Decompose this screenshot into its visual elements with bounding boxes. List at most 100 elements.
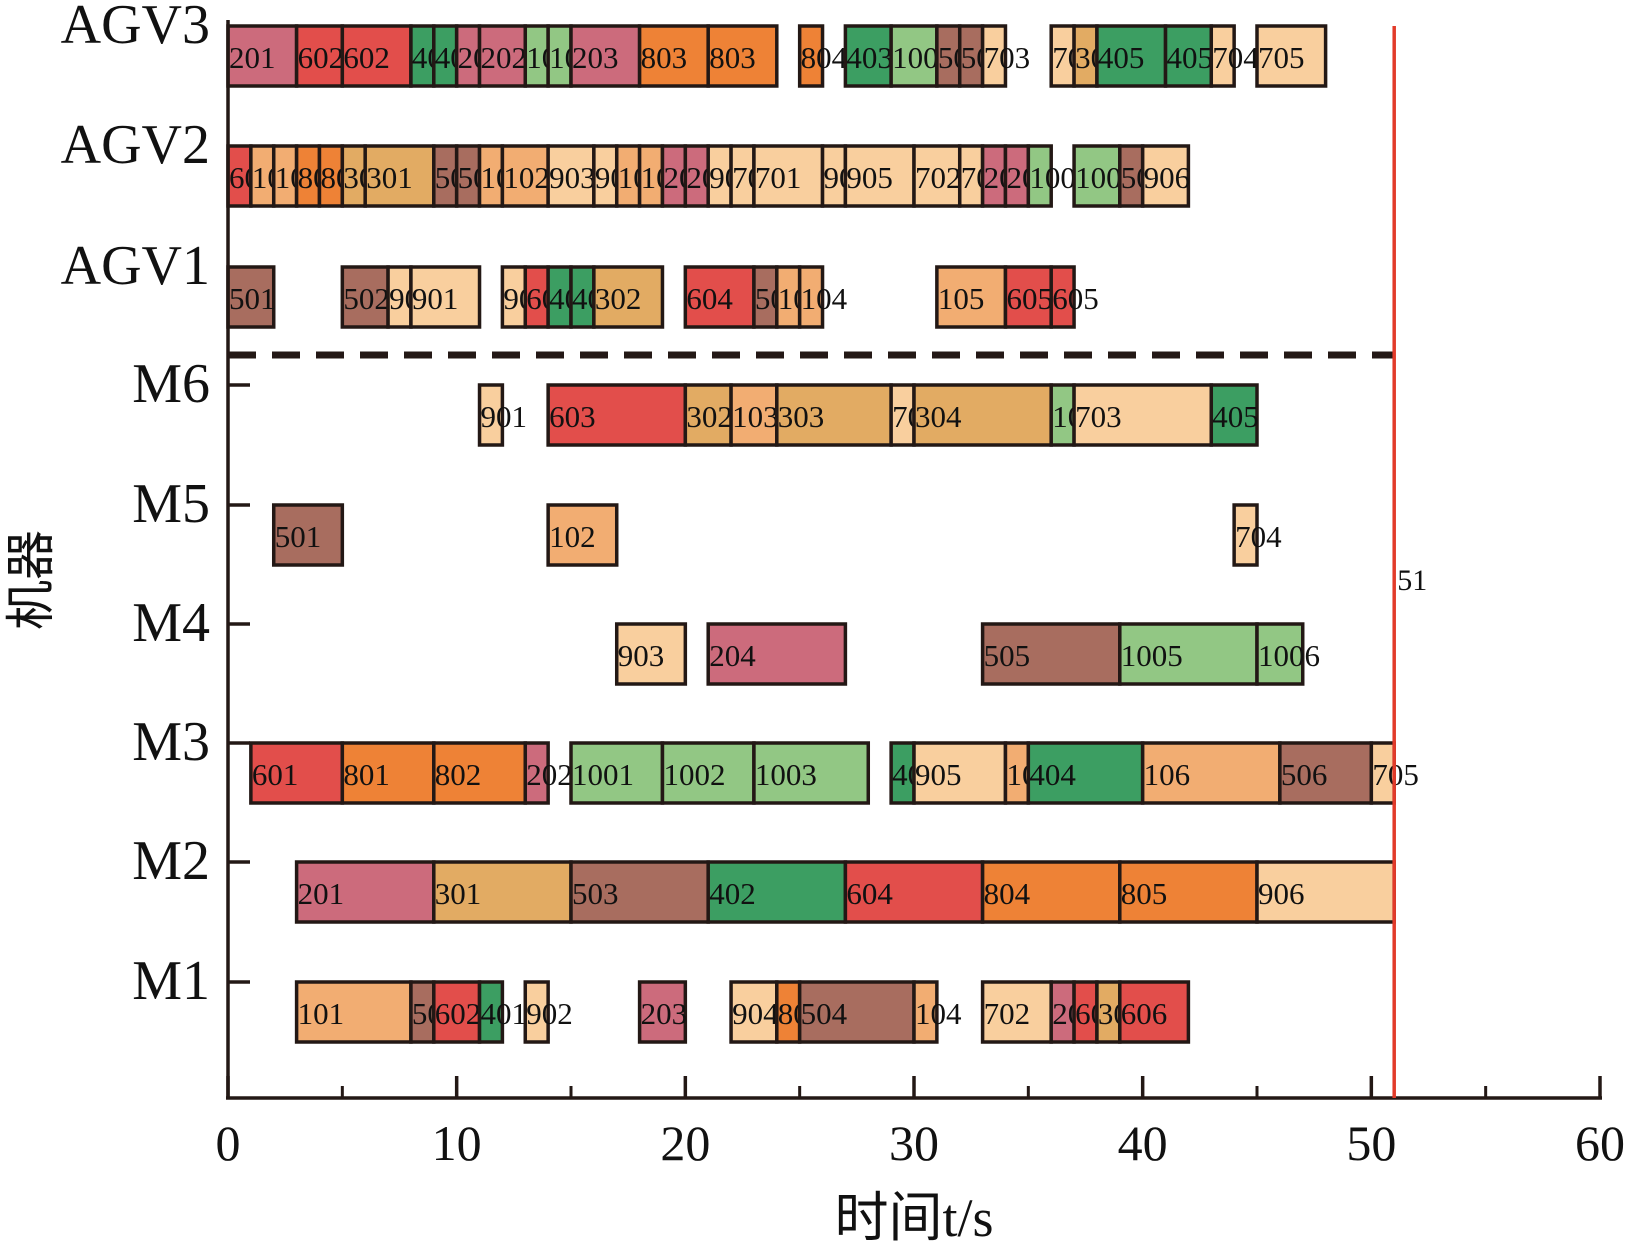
task-bar: 106 <box>1140 741 1282 805</box>
task-bar: 703 <box>980 24 1031 88</box>
task-rect <box>1003 265 1053 329</box>
task-label: 303 <box>778 399 825 434</box>
task-bar: 103 <box>729 383 779 447</box>
task-rect <box>660 741 756 805</box>
task-rect <box>1278 741 1374 805</box>
task-rect <box>614 622 688 686</box>
task-label: 602 <box>343 40 390 75</box>
y-tick-label: M6 <box>132 353 210 415</box>
task-label: 905 <box>846 160 893 195</box>
task-rect <box>1140 144 1191 208</box>
x-tick-label: 10 <box>432 1115 482 1171</box>
task-bar: 204 <box>706 622 848 686</box>
task-bar: 201 <box>226 24 299 88</box>
task-bar: 905 <box>843 144 916 208</box>
task-label: 203 <box>572 40 619 75</box>
task-label: 901 <box>481 399 528 434</box>
task-bar: 504 <box>797 980 916 1044</box>
task-rect <box>477 383 505 447</box>
task-label: 605 <box>1006 281 1053 316</box>
task-bar: 502 <box>340 265 390 329</box>
task-bar: 602 <box>294 24 345 88</box>
task-rect <box>1072 383 1214 447</box>
task-label: 403 <box>846 40 893 75</box>
task-label: 703 <box>984 40 1031 75</box>
task-bar: 202 <box>523 741 573 805</box>
task-bar: 702 <box>912 144 962 208</box>
task-label: 501 <box>229 281 276 316</box>
task-label: 402 <box>709 876 756 911</box>
task-label: 1001 <box>572 757 634 792</box>
y-tick-label: M4 <box>132 592 210 654</box>
task-label: 901 <box>412 281 459 316</box>
task-label: 603 <box>549 399 596 434</box>
task-rect <box>592 265 665 329</box>
task-bar: 105 <box>935 265 1008 329</box>
x-tick-label: 60 <box>1575 1115 1625 1171</box>
task-bar: 606 <box>1118 980 1191 1044</box>
task-label: 704 <box>1212 40 1259 75</box>
task-rect <box>912 383 1053 447</box>
task-label: 602 <box>298 40 345 75</box>
y-tick-label: M1 <box>132 950 210 1012</box>
task-rect <box>1255 24 1328 88</box>
task-rect <box>340 741 436 805</box>
task-bar: 906 <box>1140 144 1191 208</box>
task-label: 602 <box>435 996 482 1031</box>
task-bar: 402 <box>706 860 848 924</box>
task-label: 605 <box>1052 281 1099 316</box>
task-label: 705 <box>1258 40 1305 75</box>
task-label: 505 <box>984 638 1031 673</box>
task-rect <box>432 741 528 805</box>
task-bar: 803 <box>637 24 710 88</box>
task-label: 702 <box>984 996 1031 1031</box>
task-rect <box>1118 860 1259 924</box>
makespan-label: 51 <box>1397 564 1427 597</box>
task-rect <box>477 24 528 88</box>
task-bar: 503 <box>569 860 710 924</box>
y-axis-label: 机器 <box>3 530 59 630</box>
task-bar: 902 <box>523 980 573 1044</box>
task-label: 906 <box>1258 876 1305 911</box>
task-label: 401 <box>481 996 528 1031</box>
task-label: 1002 <box>663 757 725 792</box>
task-bar: 803 <box>706 24 779 88</box>
task-bar: 405 <box>1095 24 1168 88</box>
task-bar: 905 <box>912 741 1008 805</box>
task-rect <box>432 860 573 924</box>
task-rect <box>729 383 779 447</box>
task-label: 405 <box>1212 399 1259 434</box>
task-rect <box>546 503 619 567</box>
x-tick-label: 40 <box>1118 1115 1168 1171</box>
task-label: 601 <box>252 757 299 792</box>
task-label: 405 <box>1167 40 1214 75</box>
task-rect <box>409 265 482 329</box>
task-label: 805 <box>1121 876 1168 911</box>
task-rect <box>1232 503 1259 567</box>
task-bar: 302 <box>683 383 733 447</box>
task-rect <box>729 980 779 1044</box>
task-label: 304 <box>915 399 962 434</box>
task-rect <box>340 24 413 88</box>
task-label: 301 <box>435 876 482 911</box>
task-bar: 903 <box>614 622 688 686</box>
task-bar: 202 <box>477 24 528 88</box>
task-bar: 203 <box>637 980 687 1044</box>
task-rect <box>980 860 1122 924</box>
task-label: 301 <box>366 160 413 195</box>
x-tick-label: 30 <box>889 1115 939 1171</box>
task-label: 604 <box>686 281 733 316</box>
task-rect <box>523 741 550 805</box>
task-rect <box>271 503 345 567</box>
task-bar: 601 <box>249 741 345 805</box>
task-bar: 602 <box>340 24 413 88</box>
task-rect <box>797 24 825 88</box>
task-rect <box>477 980 505 1044</box>
task-label: 804 <box>801 40 848 75</box>
task-bar: 703 <box>1072 383 1214 447</box>
task-rect <box>980 24 1008 88</box>
task-rect <box>797 980 916 1044</box>
axes: 0 10 20 30 40 50 60 AGV3 AGV2 AGV1 M6 M5 M4 M3 M2 M1 <box>61 0 1625 1171</box>
task-bar: 1002 <box>660 741 756 805</box>
